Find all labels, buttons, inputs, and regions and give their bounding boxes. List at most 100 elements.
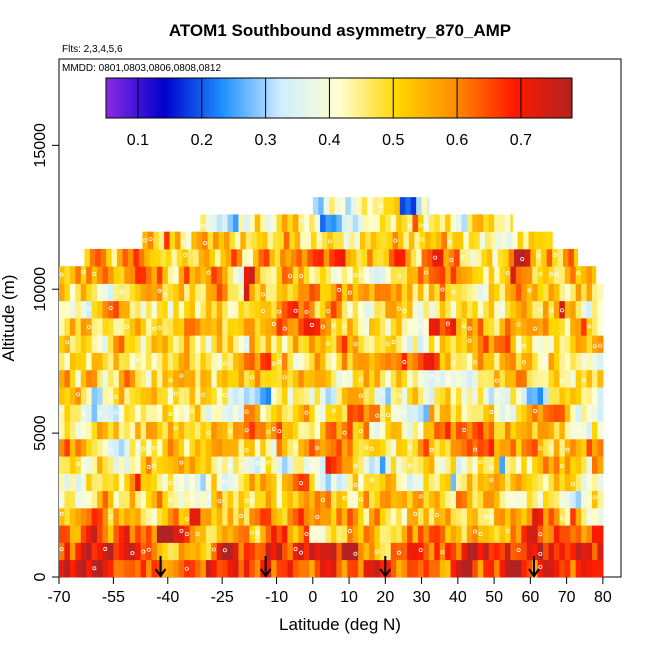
heatmap-cell <box>325 369 332 388</box>
heatmap-cell <box>581 300 588 319</box>
heatmap-cell <box>69 387 76 405</box>
heatmap-cell <box>75 404 82 422</box>
heatmap-cell <box>254 335 261 353</box>
heatmap-cell <box>260 525 267 543</box>
sample-point <box>538 551 543 556</box>
sample-point <box>217 499 222 504</box>
heatmap-cell <box>494 283 501 302</box>
sample-point <box>587 515 592 520</box>
heatmap-cell <box>537 542 544 561</box>
heatmap-cell <box>407 369 414 388</box>
heatmap-cell <box>171 248 178 267</box>
heatmap-cell <box>379 369 386 388</box>
heatmap-cell <box>243 559 250 578</box>
heatmap-cell <box>89 248 96 267</box>
sample-point <box>202 241 207 246</box>
heatmap-cell <box>532 456 539 474</box>
heatmap-cell <box>564 318 571 336</box>
heatmap-cell <box>543 318 550 336</box>
heatmap-cell <box>510 542 517 561</box>
heatmap-cell <box>570 507 577 526</box>
sample-point <box>299 550 304 555</box>
heatmap-cell <box>80 507 87 526</box>
sample-point <box>157 326 162 331</box>
heatmap-cell <box>118 283 125 302</box>
heatmap-cell <box>260 387 267 405</box>
sample-point <box>184 566 189 571</box>
heatmap-cell <box>472 318 479 336</box>
heatmap-cell <box>401 335 408 353</box>
heatmap-cell <box>129 421 136 440</box>
heatmap-cell <box>515 490 522 509</box>
heatmap-cell <box>483 438 490 457</box>
heatmap-cell <box>374 214 381 233</box>
heatmap-cell <box>91 456 98 474</box>
heatmap-cell <box>390 352 397 371</box>
heatmap-cell <box>238 473 245 492</box>
heatmap-cell <box>412 473 419 492</box>
heatmap-cell <box>140 300 147 319</box>
heatmap-cell <box>146 525 153 543</box>
heatmap-cell <box>456 542 463 561</box>
heatmap-cell <box>475 248 483 267</box>
heatmap-cell <box>75 525 82 543</box>
heatmap-cell <box>189 438 196 457</box>
heatmap-cell <box>276 456 283 474</box>
heatmap-cell <box>140 283 147 302</box>
heatmap-cell <box>445 421 452 440</box>
heatmap-cell <box>69 456 76 474</box>
sample-point <box>543 357 548 362</box>
heatmap-cell <box>113 283 120 302</box>
heatmap-cell <box>463 231 470 250</box>
heatmap-cell <box>184 542 191 561</box>
heatmap-cell <box>515 421 522 440</box>
heatmap-cell <box>194 456 202 474</box>
heatmap-cell <box>570 559 577 578</box>
heatmap-cell <box>586 387 593 405</box>
heatmap-cell <box>396 490 403 509</box>
heatmap-cell <box>564 559 571 578</box>
heatmap-cell <box>162 300 169 319</box>
heatmap-cell <box>347 387 354 405</box>
heatmap-cell <box>428 335 435 353</box>
heatmap-cell <box>369 404 376 422</box>
heatmap-cell <box>564 335 571 353</box>
heatmap-cell <box>358 404 365 422</box>
sample-point <box>527 463 532 468</box>
heatmap-cell <box>86 404 93 422</box>
heatmap-cell <box>586 283 593 302</box>
heatmap-cell <box>227 300 234 319</box>
heatmap-cell <box>508 248 515 267</box>
heatmap-cell <box>314 542 321 561</box>
heatmap-cell <box>528 231 535 250</box>
heatmap-cell <box>526 438 533 457</box>
heatmap-cell <box>216 542 223 561</box>
heatmap-cell <box>423 266 430 284</box>
heatmap-cell <box>369 473 376 492</box>
heatmap-cell <box>564 266 571 284</box>
heatmap-cell <box>80 456 87 474</box>
heatmap-cell <box>287 283 294 302</box>
heatmap-cell <box>265 369 272 388</box>
heatmap-cell <box>347 300 354 319</box>
heatmap-cell <box>69 283 76 302</box>
heatmap-cell <box>274 248 281 267</box>
heatmap-cell <box>347 318 354 336</box>
heatmap-cell <box>194 525 202 543</box>
sample-point <box>587 324 592 329</box>
heatmap-cell <box>450 369 457 388</box>
heatmap-cell <box>390 525 397 543</box>
heatmap-cell <box>314 387 321 405</box>
heatmap-cell <box>570 542 577 561</box>
heatmap-cell <box>254 214 261 233</box>
heatmap-cell <box>216 507 223 526</box>
heatmap-cell <box>575 456 582 474</box>
heatmap-cell <box>173 559 180 578</box>
heatmap-cell <box>401 559 408 578</box>
sample-point <box>201 392 206 397</box>
heatmap-cell <box>227 456 234 474</box>
heatmap-cell <box>91 507 98 526</box>
heatmap-cell <box>242 248 249 267</box>
heatmap-cell <box>581 318 588 336</box>
x-tick-label: -55 <box>102 589 125 606</box>
